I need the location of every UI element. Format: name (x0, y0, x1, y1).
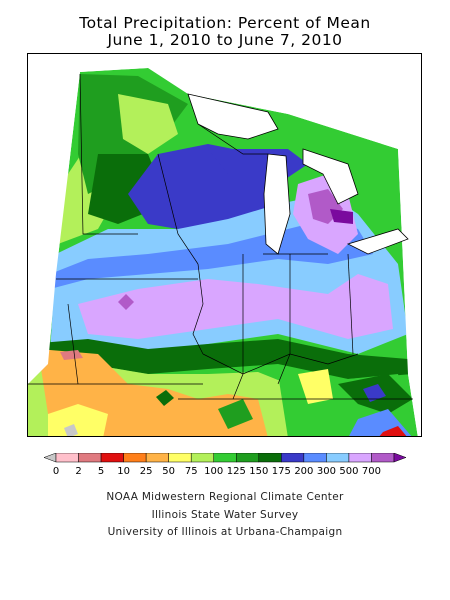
credit-noaa-mrcc: NOAA Midwestern Regional Climate Center (106, 491, 344, 503)
border-wi-mi-up (197, 123, 268, 155)
legend-swatch-12 (303, 453, 327, 463)
legend-label: 150 (249, 466, 268, 477)
legend-swatch-13 (326, 453, 350, 463)
region-darkest-green-south-band (28, 339, 413, 379)
legend-label: 50 (162, 466, 175, 477)
border-oh-pa (347, 253, 354, 355)
map-subtitle-date-range: June 1, 2010 to June 7, 2010 (107, 31, 343, 49)
precipitation-map (27, 53, 422, 437)
legend-label: 75 (185, 466, 198, 477)
outside-domain-northwest (28, 54, 188, 384)
region-yellow-southwest (48, 404, 108, 436)
legend-label: 125 (227, 466, 246, 477)
legend-label: 700 (362, 466, 381, 477)
legend-swatch-10 (258, 453, 282, 463)
region-violet-iowa-spot (118, 294, 134, 310)
legend-swatch-15 (371, 453, 395, 463)
legend-label: 5 (98, 466, 104, 477)
legend-label: 0 (53, 466, 59, 477)
legend-label: 175 (272, 466, 291, 477)
region-violet-central (78, 274, 393, 339)
color-legend: 0 2 5 10 25 50 75 100 125 150 175 200 300 500 700 (43, 453, 407, 477)
legend-swatch-5 (145, 453, 169, 463)
map-title: Total Precipitation: Percent of Mean (79, 14, 371, 32)
legend-swatch-above-max (393, 453, 407, 463)
legend-label: 25 (140, 466, 153, 477)
legend-swatch-9 (236, 453, 260, 463)
legend-swatch-1 (55, 453, 79, 463)
region-blue-central-band (50, 219, 373, 289)
border-mn-line (79, 73, 138, 235)
lake-erie (346, 228, 409, 255)
lake-huron (302, 148, 359, 205)
border-wi-ia (157, 153, 199, 265)
region-dark-purple-michigan (330, 209, 353, 224)
border-ia-il (192, 263, 204, 355)
border-mo-ks (67, 303, 79, 385)
region-blue-southeast (363, 384, 386, 402)
legend-label: 200 (294, 466, 313, 477)
legend-swatch-4 (123, 453, 147, 463)
legend-swatch-3 (100, 453, 124, 463)
outside-domain-northeast (188, 54, 421, 436)
legend-swatch-8 (213, 453, 237, 463)
border-ohio-river (202, 353, 359, 375)
legend-label: 300 (317, 466, 336, 477)
region-red-southeast-corner (379, 426, 407, 436)
region-gray-southwest-corner (64, 424, 78, 436)
credit-university-of-illinois: University of Illinois at Urbana-Champai… (107, 526, 343, 538)
state-borders (28, 73, 413, 400)
region-red-spot-kansas (60, 350, 83, 360)
legend-swatch-2 (78, 453, 102, 463)
legend-swatch-7 (190, 453, 214, 463)
legend-swatch-14 (348, 453, 372, 463)
region-yellow-southeast (298, 369, 333, 404)
legend-label: 500 (339, 466, 358, 477)
region-darkgreen-southcenter (218, 399, 253, 429)
precipitation-map-svg (28, 54, 421, 436)
legend-label: 10 (117, 466, 130, 477)
region-lime-north (118, 94, 178, 154)
legend-swatch-6 (168, 453, 192, 463)
legend-swatch-11 (281, 453, 305, 463)
credit-illinois-state-water-survey: Illinois State Water Survey (151, 509, 299, 521)
legend-label: 2 (75, 466, 81, 477)
region-green-spot-south (156, 390, 174, 406)
legend-swatch-below-min (43, 453, 57, 463)
legend-label: 100 (204, 466, 223, 477)
